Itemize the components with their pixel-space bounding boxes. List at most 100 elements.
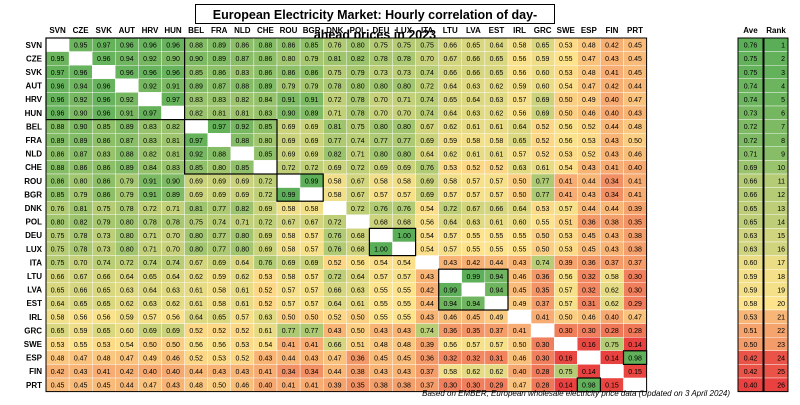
cell-label: 0.59 [74,328,88,335]
cell-label: 0.15 [605,383,619,390]
column-header-bel: BEL [188,26,204,35]
cell-label: 0.69 [328,165,342,172]
cell-label: 0.86 [305,70,319,77]
cell-label: 0.70 [397,111,411,118]
cell-label: 0.57 [374,274,388,281]
cell-label: 0.96 [97,56,111,63]
cell-label: 0.38 [374,383,388,390]
heatmap-cell [507,309,532,324]
cell-label: 0.89 [166,192,180,199]
cell-label: 0.61 [467,151,481,158]
column-header-ltu: LTU [443,26,458,35]
average-label: 0.73 [744,111,758,118]
cell-label: 0.57 [559,301,573,308]
cell-label: 0.86 [236,43,250,50]
cell-label: 0.74 [212,219,226,226]
cell-label: 0.88 [189,43,203,50]
cell-label: 0.86 [97,179,111,186]
heatmap-cell [276,173,301,188]
cell-label: 0.97 [189,138,203,145]
cell-label: 0.59 [120,315,134,322]
cell-label: 0.72 [328,97,342,104]
cell-label: 0.62 [443,151,457,158]
cell-label: 0.69 [282,138,296,145]
cell-label: 0.43 [374,369,388,376]
cell-label: 0.69 [212,192,226,199]
cell-label: 0.51 [351,342,365,349]
cell-label: 0.59 [443,138,457,145]
cell-label: 0.81 [189,206,203,213]
cell-label: 0.29 [628,301,642,308]
cell-label: 0.58 [282,247,296,254]
cell-label: 0.40 [605,315,619,322]
cell-label: 0.83 [259,111,273,118]
cell-label: 0.45 [467,315,481,322]
cell-label: 0.41 [559,179,573,186]
cell-label: 0.44 [605,206,619,213]
cell-label: 0.43 [443,260,457,267]
cell-label: 0.55 [397,301,411,308]
cell-label: 0.67 [74,274,88,281]
cell-label: 0.75 [374,43,388,50]
cell-label: 0.53 [559,247,573,254]
cell-label: 0.30 [628,274,642,281]
cell-label: 0.75 [605,342,619,349]
cell-label: 0.57 [305,233,319,240]
row-header-che: CHE [25,163,43,172]
cell-label: 0.67 [351,192,365,199]
cell-label: 0.77 [212,206,226,213]
cell-label: 0.88 [236,138,250,145]
cell-label: 0.55 [397,287,411,294]
cell-label: 0.66 [443,70,457,77]
cell-label: 0.79 [351,70,365,77]
cell-label: 0.71 [328,111,342,118]
cell-label: 0.66 [328,287,342,294]
cell-label: 0.80 [236,233,250,240]
row-header-lux: LUX [26,245,43,254]
cell-label: 0.39 [559,260,573,267]
row-header-cze: CZE [26,54,43,63]
cell-label: 0.39 [328,383,342,390]
cell-label: 0.76 [374,206,388,213]
row-header-fra: FRA [26,136,43,145]
cell-label: 0.67 [420,124,434,131]
cell-label: 0.47 [143,383,157,390]
cell-label: 0.56 [513,70,527,77]
cell-label: 0.57 [397,192,411,199]
cell-label: 0.48 [628,124,642,131]
average-border [737,37,764,393]
cell-label: 0.41 [305,383,319,390]
cell-label: 0.50 [536,247,550,254]
cell-label: 0.42 [51,369,65,376]
cell-label: 0.94 [74,83,88,90]
cell-label: 0.57 [559,206,573,213]
cell-label: 0.77 [536,179,550,186]
cell-label: 0.43 [605,233,619,240]
rank-label: 5 [781,97,785,104]
cell-label: 0.80 [120,247,134,254]
cell-label: 0.85 [305,43,319,50]
cell-label: 0.46 [513,274,527,281]
cell-label: 0.37 [490,328,504,335]
cell-label: 0.43 [212,369,226,376]
cell-label: 0.63 [259,315,273,322]
cell-label: 0.65 [51,287,65,294]
row-header-irl: IRL [29,313,42,322]
cell-label: 0.63 [467,111,481,118]
cell-label: 0.96 [166,70,180,77]
cell-label: 0.47 [628,97,642,104]
cell-label: 0.50 [212,383,226,390]
cell-label: 0.58 [513,43,527,50]
cell-label: 0.43 [582,192,596,199]
cell-label: 0.44 [120,383,134,390]
cell-label: 0.80 [374,151,388,158]
cell-label: 0.53 [582,138,596,145]
cell-label: 0.78 [351,111,365,118]
row-header-nld: NLD [26,150,43,159]
cell-label: 0.98 [582,383,596,390]
cell-label: 0.89 [74,138,88,145]
cell-label: 0.54 [120,342,134,349]
cell-label: 0.66 [443,43,457,50]
cell-label: 0.57 [467,342,481,349]
cell-label: 0.96 [143,70,157,77]
